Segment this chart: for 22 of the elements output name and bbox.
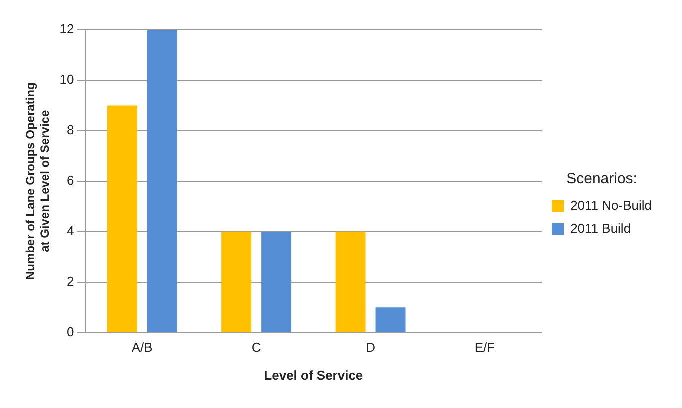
y-tick-label: 0: [67, 324, 74, 340]
x-tick-label: A/B: [132, 340, 153, 356]
y-tick-label: 6: [67, 172, 74, 188]
legend-title: Scenarios:: [566, 170, 638, 188]
y-axis-title: Number of Lane Groups Operating at Given Level of Service: [24, 82, 52, 280]
y-tick-label: 10: [60, 72, 74, 88]
y-tick-label: 2: [67, 274, 74, 289]
x-tick-label: D: [366, 340, 376, 356]
x-axis-title: Level of Service: [264, 368, 364, 383]
y-tick-label: 4: [67, 223, 74, 238]
bar: [376, 308, 406, 332]
y-tick-label: 12: [60, 22, 74, 37]
bar: [262, 232, 292, 332]
bar: [222, 232, 252, 332]
bar: [147, 30, 178, 332]
x-tick-label: C: [252, 340, 262, 356]
bar: [107, 106, 138, 332]
x-tick-label: E/F: [474, 340, 496, 356]
bar: [336, 232, 366, 332]
y-tick-label: 8: [67, 122, 74, 138]
legend-label: 2011 Build: [570, 221, 632, 236]
legend-label: 2011 No-Build: [570, 198, 652, 214]
